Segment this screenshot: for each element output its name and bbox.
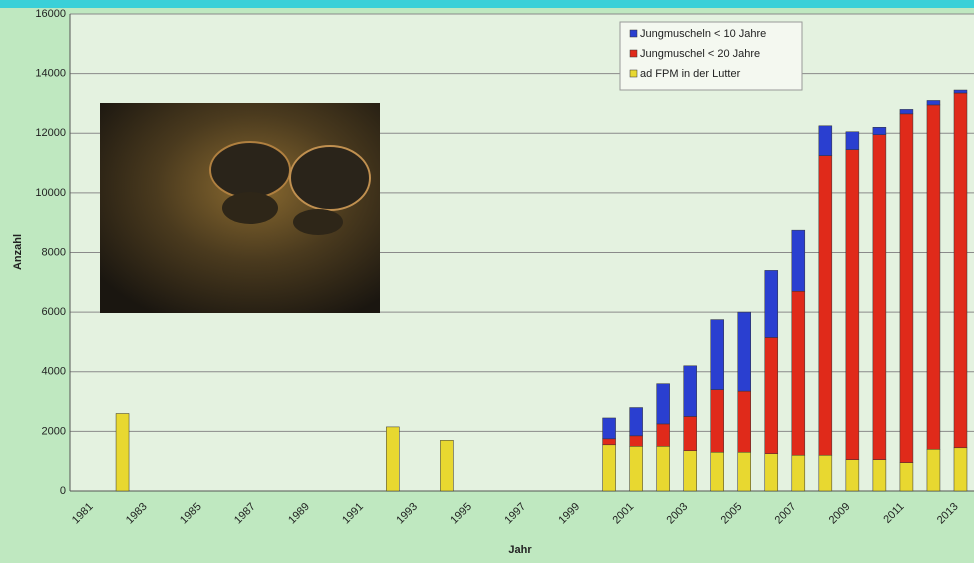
bar-segment — [737, 451, 751, 492]
bar-segment — [656, 446, 670, 492]
bar-segment — [926, 104, 941, 450]
bar-segment — [926, 100, 941, 106]
bar-segment — [602, 438, 616, 446]
bar-segment — [115, 413, 130, 492]
bar-segment — [629, 435, 643, 447]
bar-segment — [710, 319, 724, 390]
photo-stone — [289, 145, 371, 211]
bar-segment — [899, 462, 914, 492]
y-tick-label: 4000 — [42, 366, 66, 378]
bar-segment — [872, 134, 887, 460]
bar-segment — [845, 459, 860, 492]
bar-segment — [926, 449, 941, 492]
bar-segment — [791, 291, 806, 456]
bar-segment — [602, 417, 616, 440]
y-tick-label: 0 — [60, 485, 66, 497]
bar-segment — [899, 109, 914, 115]
y-tick-label: 6000 — [42, 306, 66, 318]
legend-swatch — [629, 69, 638, 78]
bar-segment — [656, 423, 670, 447]
photo-stone — [222, 192, 278, 224]
bar-segment — [872, 127, 887, 135]
bar-segment — [710, 451, 724, 492]
bar-segment — [764, 270, 779, 338]
photo-stone — [293, 209, 343, 235]
bar-segment — [872, 459, 887, 492]
legend-label: Jungmuschel < 20 Jahre — [640, 48, 760, 60]
bar-segment — [602, 444, 616, 492]
bar-segment — [683, 365, 697, 417]
x-axis-title: Jahr — [508, 544, 532, 556]
bar-segment — [953, 92, 968, 449]
bar-segment — [899, 113, 914, 463]
header-strip — [0, 0, 974, 8]
legend-swatch — [629, 29, 638, 38]
legend-box — [619, 21, 803, 91]
bar-segment — [845, 149, 860, 460]
legend-label: Jungmuscheln < 10 Jahre — [640, 28, 766, 40]
bar-segment — [737, 390, 751, 453]
bar-segment — [440, 440, 454, 492]
bar-segment — [818, 454, 833, 492]
bar-segment — [818, 125, 833, 156]
bar-segment — [764, 453, 779, 492]
bar-segment — [629, 446, 643, 492]
bar-segment — [791, 229, 806, 292]
y-tick-label: 2000 — [42, 425, 66, 437]
y-tick-label: 8000 — [42, 246, 66, 258]
bar-segment — [953, 89, 968, 94]
bar-segment — [629, 407, 643, 437]
bar-segment — [683, 416, 697, 452]
bar-segment — [683, 450, 697, 492]
bar-segment — [764, 337, 779, 454]
y-tick-label: 12000 — [35, 127, 66, 139]
legend-swatch — [629, 49, 638, 58]
bar-segment — [953, 447, 968, 492]
bar-segment — [737, 311, 751, 392]
bar-segment — [845, 131, 860, 150]
bar-segment — [818, 155, 833, 456]
photo-stone — [209, 141, 291, 199]
y-axis-title: Anzahl — [12, 234, 24, 270]
bar-segment — [656, 383, 670, 425]
y-tick-label: 16000 — [35, 8, 66, 20]
bar-segment — [386, 426, 400, 492]
y-tick-label: 10000 — [35, 187, 66, 199]
bar-segment — [710, 389, 724, 453]
y-tick-label: 14000 — [35, 68, 66, 80]
legend-label: ad FPM in der Lutter — [640, 68, 741, 80]
bar-segment — [791, 454, 806, 492]
